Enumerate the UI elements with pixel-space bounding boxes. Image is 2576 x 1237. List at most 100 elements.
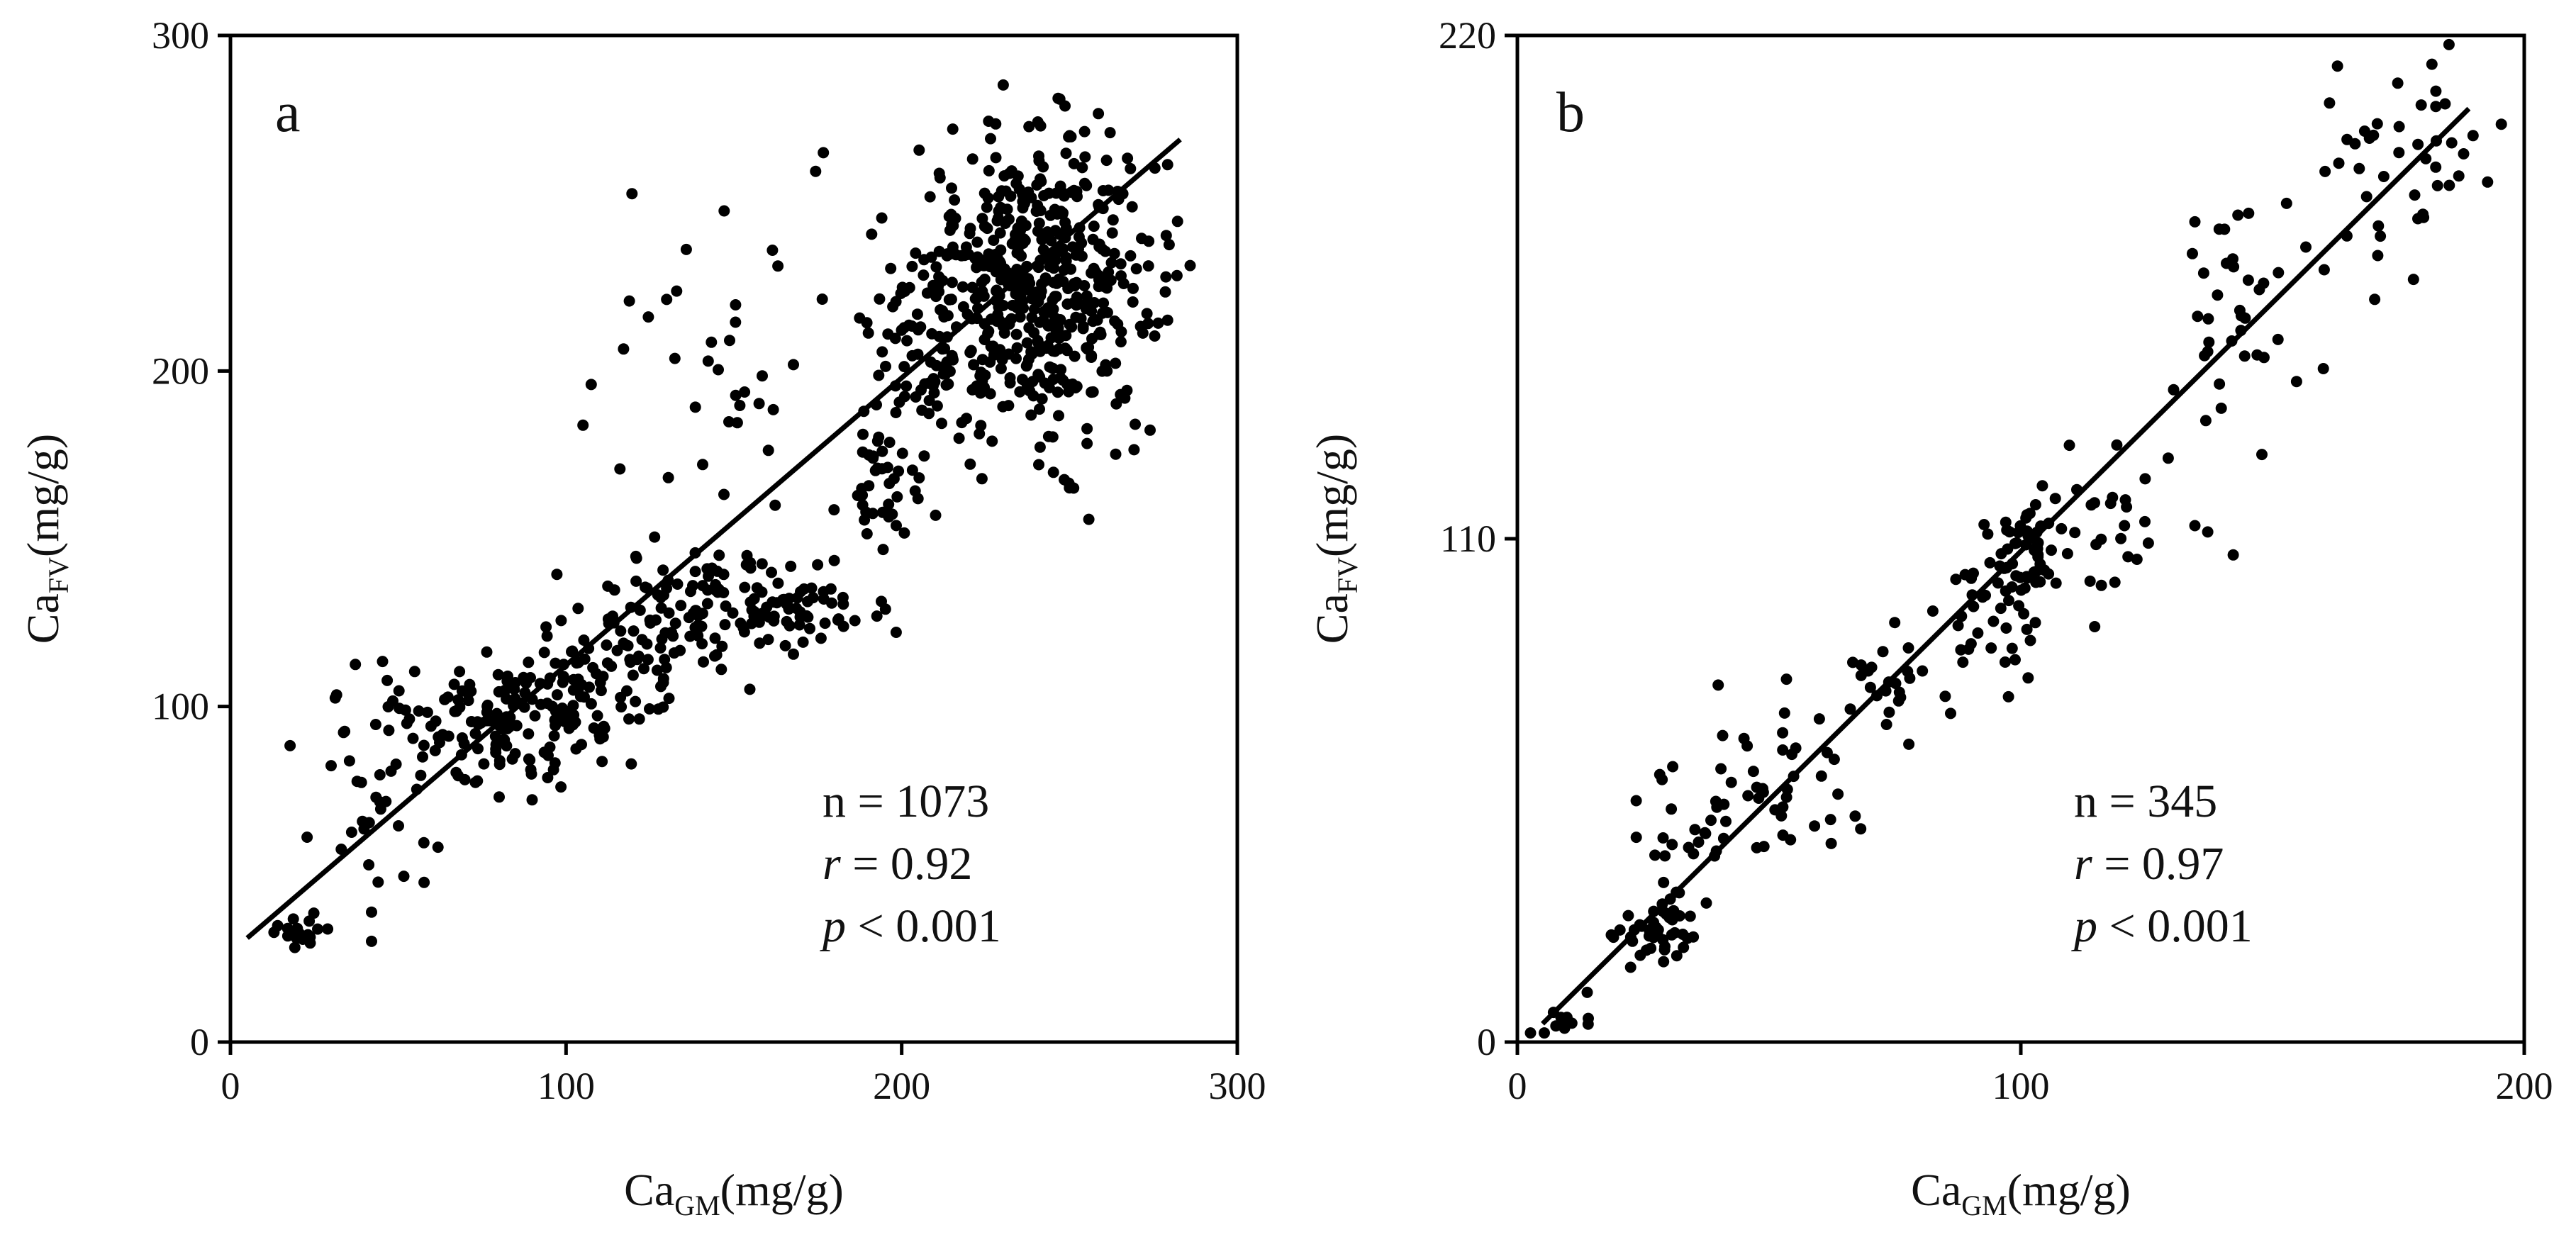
- data-point: [2495, 118, 2507, 130]
- x-tick-label: 0: [1508, 1065, 1527, 1107]
- data-point: [1086, 349, 1098, 362]
- data-point: [1053, 410, 1064, 422]
- data-point: [702, 355, 714, 367]
- data-point: [1030, 206, 1042, 217]
- data-point: [689, 401, 701, 413]
- data-point: [1753, 793, 1765, 804]
- data-point: [1033, 150, 1044, 162]
- data-point: [715, 664, 727, 676]
- data-point: [876, 595, 887, 608]
- data-point: [1003, 318, 1015, 330]
- data-point: [719, 619, 731, 631]
- stat-p-value: < 0.001: [846, 900, 1001, 952]
- data-point: [988, 235, 1000, 246]
- data-point: [898, 527, 910, 539]
- data-point: [644, 703, 655, 715]
- data-point: [1027, 390, 1039, 402]
- data-point: [1152, 317, 1164, 329]
- data-point: [756, 586, 768, 598]
- data-point: [585, 379, 597, 391]
- data-point: [2168, 384, 2180, 396]
- data-point: [1821, 746, 1833, 759]
- data-point: [669, 352, 681, 364]
- data-point: [1032, 369, 1044, 381]
- stat-r-symbol: r: [823, 838, 841, 890]
- data-point: [1630, 832, 1642, 844]
- data-point: [2393, 147, 2405, 159]
- data-point: [551, 689, 563, 701]
- data-point: [1023, 121, 1035, 133]
- data-point: [469, 727, 481, 739]
- data-point: [978, 259, 990, 272]
- data-point: [615, 625, 627, 637]
- data-point: [2235, 310, 2247, 322]
- data-point: [1061, 345, 1073, 357]
- data-point: [2272, 333, 2284, 345]
- data-point: [1712, 679, 1724, 691]
- data-point: [2446, 137, 2458, 149]
- data-point: [1010, 328, 1022, 340]
- data-point: [1171, 216, 1183, 228]
- data-point: [828, 504, 840, 516]
- data-point: [2430, 85, 2442, 97]
- data-point: [557, 703, 568, 714]
- data-point: [976, 276, 988, 289]
- data-point: [877, 544, 889, 556]
- data-point: [1880, 719, 1892, 730]
- data-point: [1071, 186, 1083, 198]
- data-point: [993, 205, 1005, 217]
- data-point: [442, 691, 454, 703]
- data-point: [911, 308, 923, 320]
- data-point: [363, 817, 375, 829]
- data-point: [772, 260, 784, 272]
- data-point: [585, 698, 597, 710]
- data-point: [984, 356, 996, 368]
- data-point: [1137, 327, 1149, 339]
- panel-a: 0 100 200 300 0 100 200 300 a n = 1073 r = 0.92…: [18, 14, 1266, 1221]
- data-point: [997, 79, 1009, 91]
- data-point: [754, 637, 766, 649]
- data-point: [1060, 147, 1072, 159]
- data-point: [2109, 576, 2121, 588]
- data-point: [577, 419, 589, 431]
- data-point: [1115, 336, 1127, 348]
- data-point: [312, 923, 323, 935]
- data-point: [711, 565, 723, 577]
- data-point: [601, 639, 613, 651]
- data-point: [2371, 118, 2383, 130]
- y-axis-label: CaFV(mg/g): [18, 434, 74, 644]
- data-point: [1076, 162, 1088, 174]
- axis-ticks: 0 100 200 0 110 220: [1439, 14, 2553, 1107]
- data-point: [1081, 179, 1093, 191]
- data-point: [998, 300, 1009, 311]
- data-point: [663, 693, 675, 705]
- data-point: [494, 759, 506, 771]
- data-point: [1080, 303, 1092, 315]
- data-point: [1125, 162, 1137, 174]
- data-point: [1630, 795, 1642, 807]
- data-point: [1011, 342, 1023, 354]
- data-point: [2187, 247, 2198, 259]
- data-point: [1052, 208, 1064, 220]
- data-point: [1001, 203, 1013, 216]
- data-point: [2212, 289, 2224, 301]
- data-point: [654, 642, 667, 654]
- data-point: [1042, 430, 1054, 442]
- data-point: [628, 625, 640, 637]
- data-point: [942, 364, 954, 376]
- stat-p: p < 0.001: [2071, 900, 2253, 952]
- data-point: [753, 398, 765, 410]
- data-point: [418, 876, 430, 888]
- data-point: [1683, 841, 1695, 853]
- data-point: [1904, 672, 1916, 684]
- data-point: [791, 592, 803, 604]
- data-point: [1751, 781, 1763, 793]
- data-point: [655, 602, 667, 614]
- data-point: [377, 656, 389, 668]
- data-point: [890, 627, 902, 638]
- data-point: [766, 566, 777, 578]
- data-point: [873, 369, 885, 381]
- data-point: [1087, 386, 1099, 398]
- data-point: [1038, 307, 1050, 319]
- data-point: [744, 683, 756, 695]
